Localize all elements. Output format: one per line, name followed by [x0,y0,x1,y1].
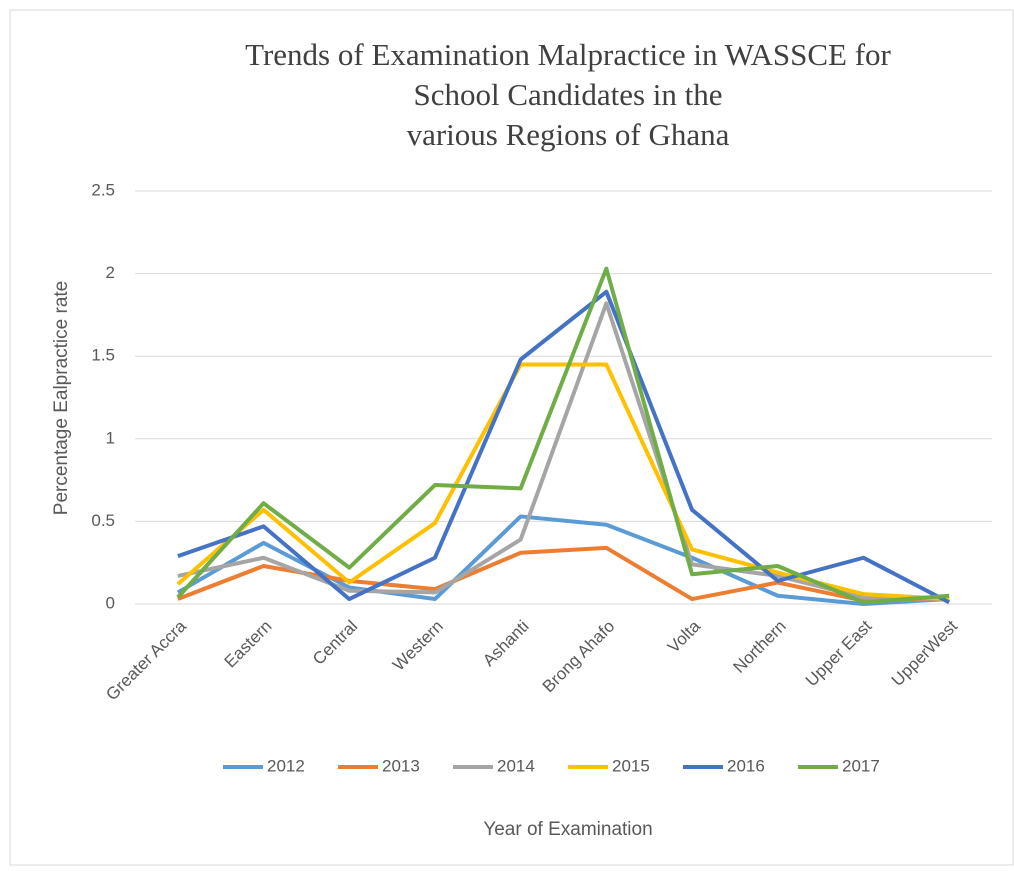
legend-label: 2015 [612,756,650,775]
legend-label: 2017 [842,756,880,775]
legend-label: 2012 [267,756,305,775]
series-line [177,289,951,605]
y-tick-label: 1.5 [91,346,115,365]
y-tick-label: 1 [106,428,115,447]
x-axis-label: Year of Examination [483,819,652,840]
chart-title: various Regions of Ghana [407,117,730,152]
y-axis-label: Percentage Ealpractice rate [51,281,72,515]
series-line [176,266,950,605]
series-line [177,301,950,602]
legend-label: 2014 [497,756,535,775]
y-tick-label: 0.5 [91,511,115,530]
chart-frame [9,9,1014,866]
legend-label: 2016 [727,756,765,775]
y-tick-label: 2 [106,263,115,282]
chart-title: Trends of Examination Malpractice in WAS… [245,37,891,72]
y-tick-label: 0 [106,593,115,612]
y-tick-label: 2.5 [91,180,115,199]
chart-title: School Candidates in the [413,77,722,112]
legend-label: 2013 [382,756,420,775]
